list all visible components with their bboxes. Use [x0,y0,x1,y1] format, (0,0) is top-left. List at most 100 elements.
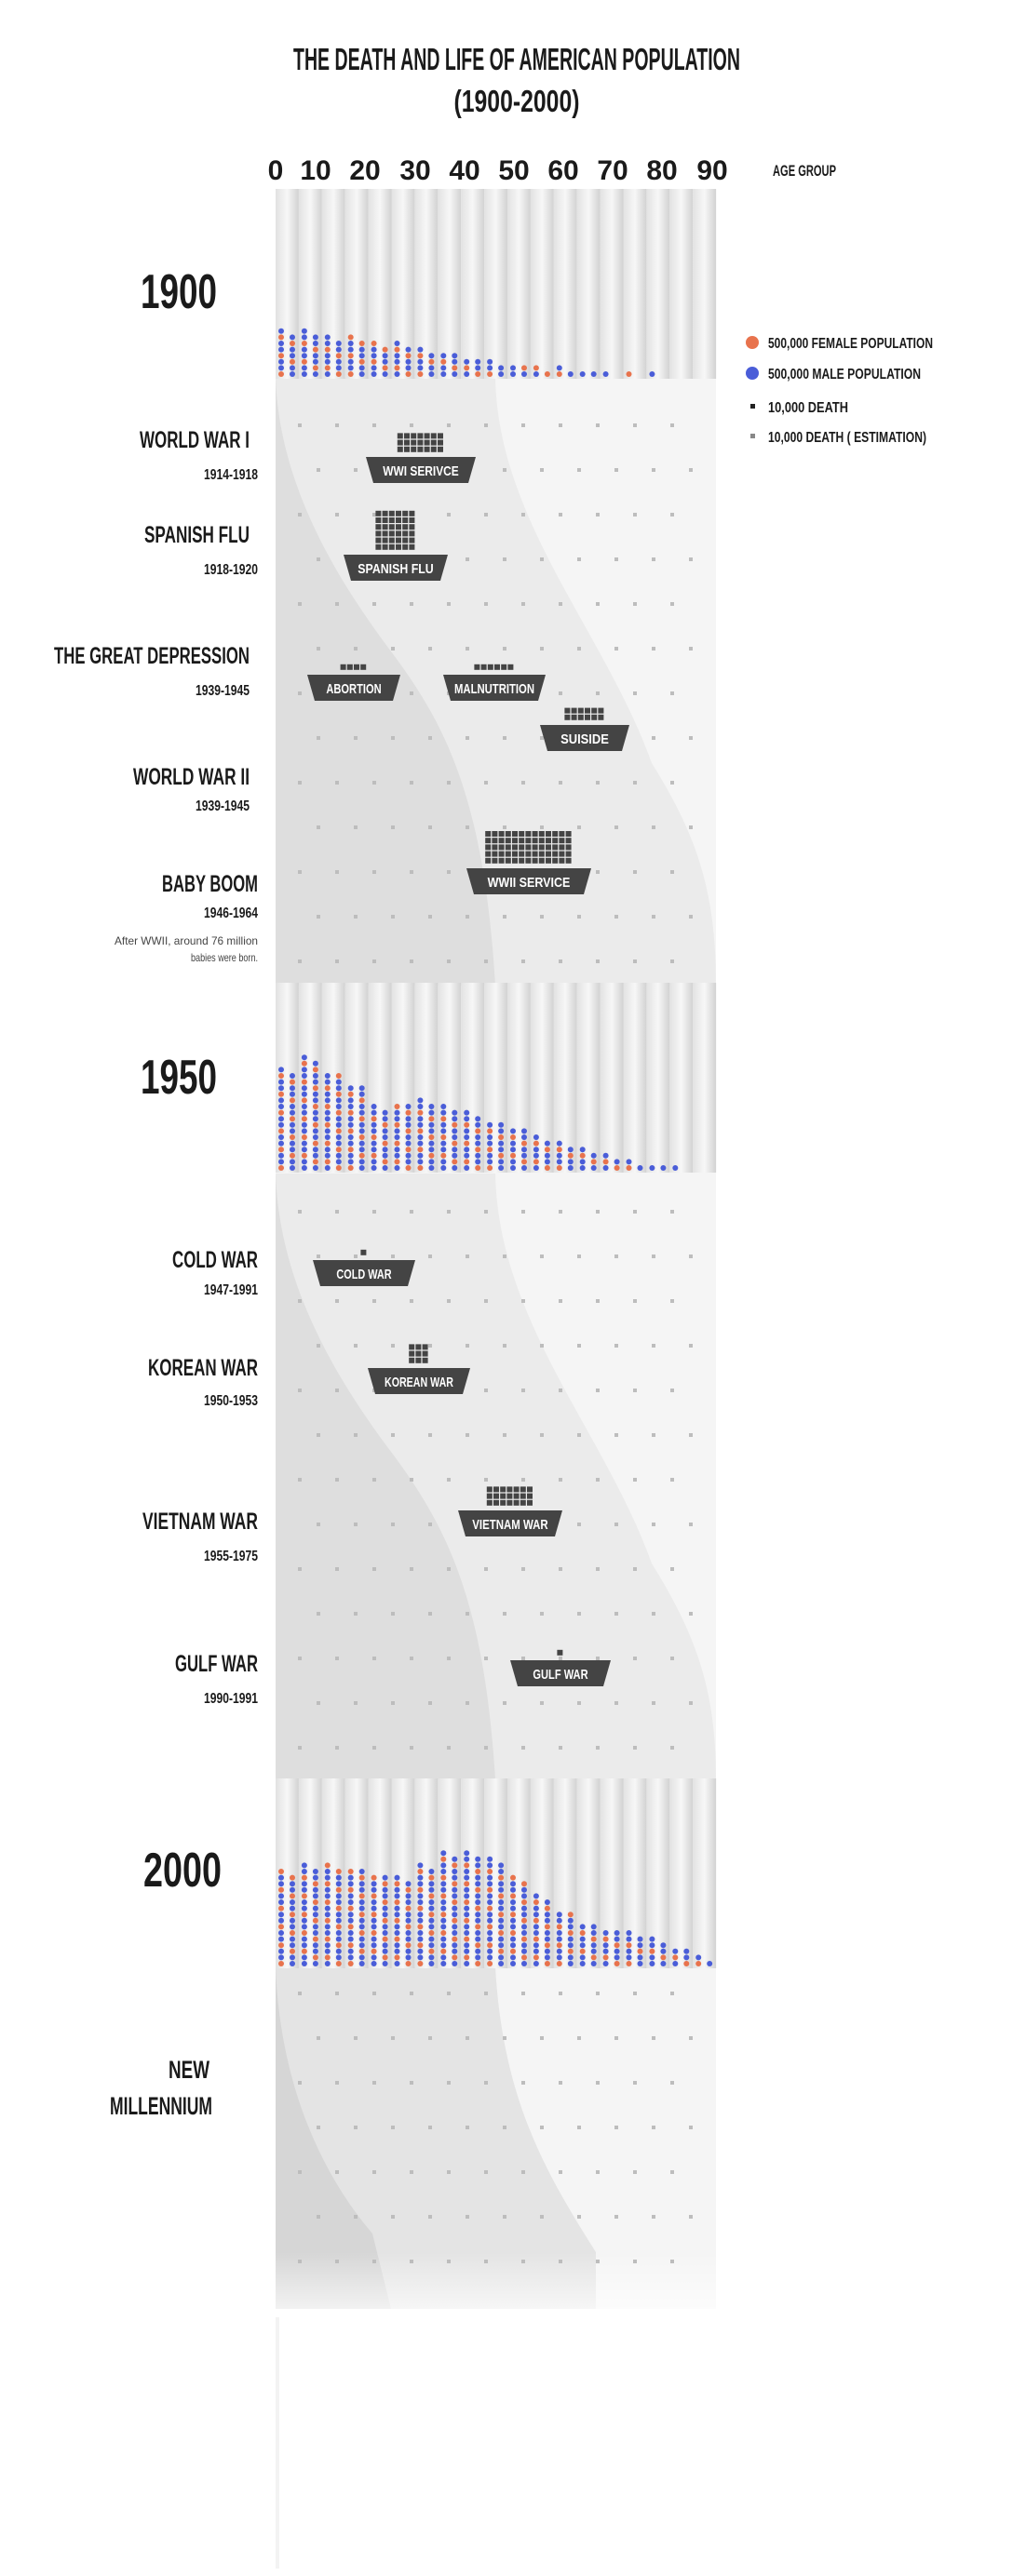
estimated-death-square [372,1746,376,1750]
estimated-death-square [335,2260,339,2263]
estimated-death-square [614,2215,618,2219]
female-population-dot [290,1912,295,1918]
male-population-dot [290,1886,295,1893]
female-population-dot [521,365,527,371]
estimated-death-square [298,2081,302,2085]
female-population-dot [510,1874,516,1881]
female-population-dot [382,1159,388,1165]
estimated-death-square [447,1746,451,1750]
estimated-death-square [670,2170,674,2174]
male-population-dot [358,1147,365,1153]
female-population-dot [405,1924,412,1930]
male-population-dot [579,1954,586,1961]
male-population-dot [335,346,342,353]
estimated-death-square [521,1210,525,1214]
estimated-death-square [428,1701,432,1705]
male-population-dot [347,1159,354,1165]
male-population-dot [278,1899,284,1905]
male-population-dot [405,1159,412,1165]
death-square [564,707,571,714]
female-population-dot [278,1165,284,1171]
male-population-dot [371,1954,377,1961]
female-population-dot [440,1912,447,1918]
estimated-death-square [391,1523,395,1526]
male-population-dot [371,1128,377,1134]
death-square [375,510,382,517]
title-line-2: (1900-2000) [454,84,580,118]
estimated-death-square [428,825,432,829]
female-population-dot [278,1869,284,1874]
death-square [486,1499,493,1506]
male-population-dot [626,1159,632,1165]
estimated-death-square [447,1478,451,1482]
male-population-dot [358,1899,365,1905]
estimated-death-square [335,1478,339,1482]
male-population-dot [649,371,655,377]
male-population-dot [440,1850,447,1857]
estimated-death-square [652,1344,655,1348]
death-square [525,857,532,864]
male-population-dot [394,1134,400,1140]
male-population-dot [301,1054,307,1061]
female-population-dot [487,1886,493,1893]
male-population-dot [278,1097,284,1104]
death-square [424,433,430,439]
male-population-dot [452,1942,458,1949]
male-population-dot [312,1874,318,1881]
male-population-dot [510,1147,516,1153]
estimated-death-square [466,2215,469,2219]
female-population-dot [301,1948,307,1954]
death-square [424,439,430,446]
male-population-dot [301,1128,307,1134]
estimated-death-square [354,2036,358,2040]
estimated-death-square [521,423,525,427]
badge-label: VIETNAM WAR [472,1517,548,1533]
death-square [360,1249,367,1255]
male-population-dot [487,1121,493,1128]
male-population-dot [394,1912,400,1918]
estimated-death-square [614,825,618,829]
death-square [565,857,572,864]
estimated-death-square [391,1344,395,1348]
male-population-dot [649,1165,655,1171]
estimated-death-square [689,468,693,472]
male-population-dot [464,1869,470,1874]
estimated-death-square [428,2036,432,2040]
male-population-dot [290,1924,295,1930]
male-population-dot [464,1905,470,1912]
death-square [519,857,525,864]
estimated-death-square [689,1523,693,1526]
female-population-dot [324,1085,331,1092]
estimated-death-square [503,2036,506,2040]
age-column [693,983,717,1173]
female-population-dot [382,1121,388,1128]
estimated-death-square [335,1657,339,1660]
estimated-death-square [577,557,581,561]
male-population-dot [475,1954,481,1961]
male-population-dot [428,1917,435,1924]
cohort-band-dark [276,1966,391,2309]
tick-label: 0 [268,155,284,186]
age-column [414,189,439,379]
estimated-death-square [503,647,506,651]
male-population-dot [487,358,493,365]
male-population-dot [614,1159,620,1165]
male-population-dot [417,1152,424,1159]
female-population-dot [382,1881,388,1887]
male-population-dot [312,1930,318,1936]
death-square [552,844,559,851]
female-population-dot [335,1165,342,1171]
male-population-dot [358,365,365,371]
male-population-dot [301,1869,307,1874]
male-population-dot [533,1165,539,1171]
male-population-dot [533,371,539,377]
female-population-dot [602,1159,609,1165]
male-population-dot [417,1159,424,1165]
estimated-death-square [596,602,600,606]
male-population-dot [452,1128,458,1134]
male-population-dot [417,1899,424,1905]
badge-label: KOREAN WAR [385,1375,453,1390]
age-column [530,189,554,379]
death-square [404,446,410,452]
female-population-dot [301,1116,307,1122]
